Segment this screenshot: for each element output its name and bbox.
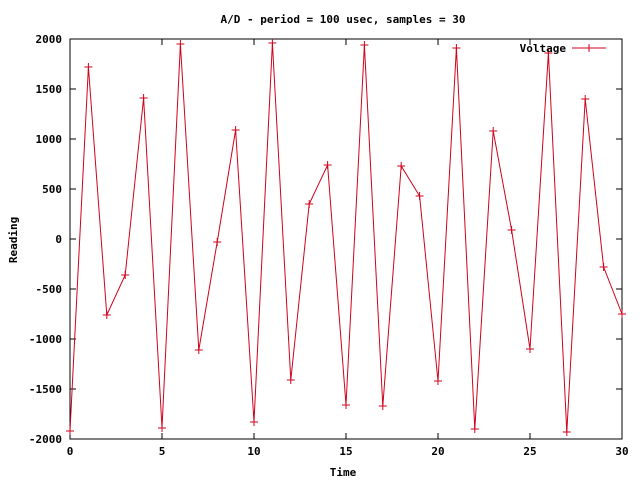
data-point — [194, 346, 203, 354]
data-point — [305, 200, 314, 208]
x-tick-label: 20 — [431, 445, 444, 458]
data-point — [452, 44, 461, 52]
series-line — [69, 42, 623, 433]
y-tick-label: 1500 — [36, 83, 63, 96]
data-point — [397, 162, 406, 170]
data-point — [139, 94, 148, 102]
x-tick-label: 0 — [67, 445, 74, 458]
x-tick-label: 15 — [339, 445, 352, 458]
y-tick-label: -1000 — [29, 333, 62, 346]
data-point — [121, 271, 130, 279]
data-point — [599, 263, 608, 271]
x-tick-label: 25 — [523, 445, 536, 458]
y-tick-label: -500 — [36, 283, 63, 296]
data-point — [176, 40, 185, 48]
data-point — [323, 161, 332, 169]
data-point — [268, 39, 277, 47]
plot-frame — [69, 38, 623, 440]
data-point — [213, 238, 222, 246]
data-point — [581, 95, 590, 103]
legend: Voltage — [520, 42, 606, 55]
data-point — [342, 401, 350, 409]
data-point — [250, 418, 258, 426]
series-layer — [66, 39, 626, 436]
y-tick-label: 0 — [55, 233, 62, 246]
axis-ticks: 0 5 10 15 20 25 30 -2000 -1500 -1000 -500 0 500 1000 1… — [29, 33, 629, 458]
data-point — [618, 310, 626, 318]
data-point — [415, 192, 424, 200]
data-point — [231, 126, 240, 134]
data-point — [562, 428, 571, 436]
y-tick-label: -1500 — [29, 383, 62, 396]
y-tick-label: 1000 — [36, 133, 63, 146]
y-tick-label: 2000 — [36, 33, 63, 46]
data-point — [526, 345, 534, 353]
x-axis-label: Time — [330, 466, 357, 479]
y-axis-label: Reading — [7, 217, 20, 263]
data-point — [360, 41, 369, 49]
x-tick-label: 5 — [159, 445, 166, 458]
data-point — [378, 402, 387, 410]
data-point — [66, 427, 74, 435]
data-point — [84, 63, 93, 71]
y-tick-label: -2000 — [29, 433, 62, 446]
legend-marker — [585, 44, 593, 52]
data-point — [434, 377, 442, 385]
y-tick-label: 500 — [42, 183, 62, 196]
chart-title: A/D - period = 100 usec, samples = 30 — [220, 13, 465, 26]
data-point — [158, 424, 166, 432]
data-point — [470, 425, 479, 433]
x-tick-label: 10 — [247, 445, 260, 458]
data-point — [489, 127, 498, 135]
legend-swatch — [572, 44, 606, 52]
data-point — [507, 226, 516, 234]
data-point — [544, 49, 553, 57]
x-tick-label: 30 — [615, 445, 628, 458]
legend-label: Voltage — [520, 42, 567, 55]
data-point — [286, 376, 295, 384]
data-point — [102, 311, 111, 319]
